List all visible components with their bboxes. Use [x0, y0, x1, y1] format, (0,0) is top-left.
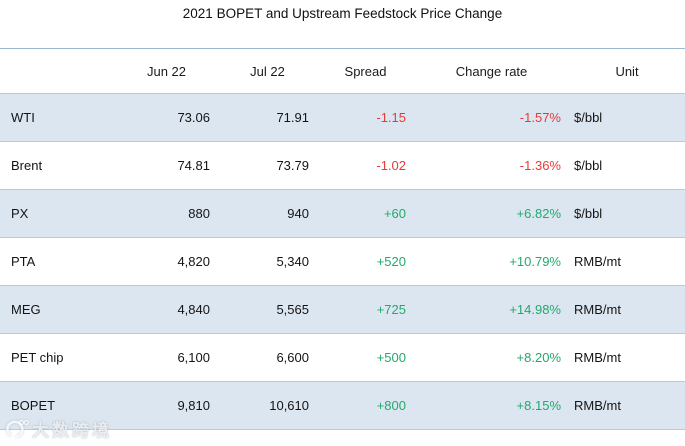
row-label: PET chip	[11, 350, 64, 365]
jun22-value: 4,840	[177, 302, 210, 317]
unit-value: $/bbl	[574, 158, 603, 173]
change-rate-value: +8.15%	[516, 398, 561, 413]
change-rate-value: -1.36%	[519, 158, 561, 173]
unit-value: RMB/mt	[574, 254, 621, 269]
table-row: PET chip 6,100 6,600 +500 +8.20% RMB/mt	[0, 333, 685, 382]
row-label: WTI	[11, 110, 35, 125]
jul22-value: 10,610	[269, 398, 309, 413]
table-row: PTA 4,820 5,340 +520 +10.79% RMB/mt	[0, 237, 685, 286]
page-title: 2021 BOPET and Upstream Feedstock Price …	[182, 6, 503, 21]
table-header-row: Jun 22 Jul 22 Spread Change rate Unit	[0, 49, 685, 94]
row-label: MEG	[11, 302, 41, 317]
table-row: Brent 74.81 73.79 -1.02 -1.36% $/bbl	[0, 141, 685, 190]
table-row: BOPET 9,810 10,610 +800 +8.15% RMB/mt	[0, 381, 685, 430]
column-header-spread: Spread	[344, 63, 387, 79]
jul22-value: 940	[287, 206, 309, 221]
unit-value: $/bbl	[574, 206, 603, 221]
column-header-jun22: Jun 22	[146, 63, 187, 79]
jul22-value: 5,340	[276, 254, 309, 269]
unit-value: $/bbl	[574, 110, 603, 125]
spread-value: -1.02	[376, 158, 406, 173]
jul22-value: 71.91	[276, 110, 309, 125]
row-label: PTA	[11, 254, 36, 269]
jun22-value: 9,810	[177, 398, 210, 413]
unit-value: RMB/mt	[574, 350, 621, 365]
table-row: MEG 4,840 5,565 +725 +14.98% RMB/mt	[0, 285, 685, 334]
change-rate-value: +6.82%	[516, 206, 561, 221]
jun22-value: 880	[188, 206, 210, 221]
jun22-value: 4,820	[177, 254, 210, 269]
spread-value: +725	[376, 302, 406, 317]
spread-value: +800	[376, 398, 406, 413]
spread-value: -1.15	[376, 110, 406, 125]
unit-value: RMB/mt	[574, 398, 621, 413]
jun22-value: 73.06	[177, 110, 210, 125]
spread-value: +500	[376, 350, 406, 365]
row-label: Brent	[11, 158, 43, 173]
spread-value: +520	[376, 254, 406, 269]
row-label: BOPET	[11, 398, 56, 413]
jun22-value: 74.81	[177, 158, 210, 173]
spread-value: +60	[383, 206, 406, 221]
jul22-value: 6,600	[276, 350, 309, 365]
jun22-value: 6,100	[177, 350, 210, 365]
jul22-value: 73.79	[276, 158, 309, 173]
unit-value: RMB/mt	[574, 302, 621, 317]
column-header-change-rate: Change rate	[455, 63, 528, 79]
change-rate-value: +14.98%	[509, 302, 561, 317]
table-row: PX 880 940 +60 +6.82% $/bbl	[0, 189, 685, 238]
column-header-jul22: Jul 22	[250, 63, 285, 79]
row-label: PX	[11, 206, 29, 221]
column-header-unit: Unit	[615, 63, 639, 79]
jul22-value: 5,565	[276, 302, 309, 317]
price-change-table: Jun 22 Jul 22 Spread Change rate Unit WT…	[0, 48, 685, 430]
table-row: WTI 73.06 71.91 -1.15 -1.57% $/bbl	[0, 93, 685, 142]
change-rate-value: +10.79%	[509, 254, 561, 269]
change-rate-value: -1.57%	[519, 110, 561, 125]
change-rate-value: +8.20%	[516, 350, 561, 365]
column-header-name	[0, 49, 115, 94]
